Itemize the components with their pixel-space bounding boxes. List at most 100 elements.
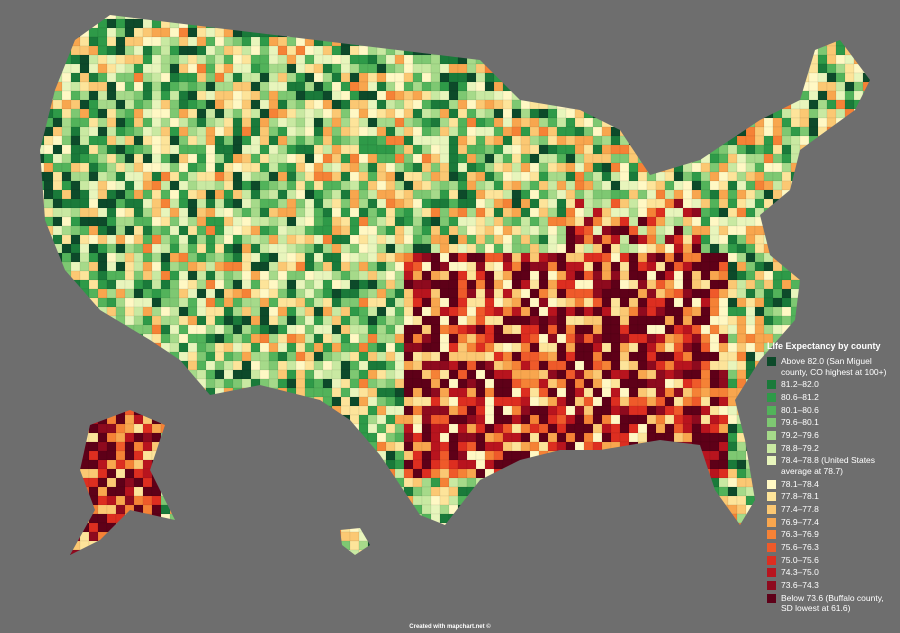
county [772,126,783,137]
county [574,234,585,245]
county [664,171,675,182]
county [574,270,585,281]
county [691,270,702,281]
county [565,414,576,425]
county [448,234,459,245]
county [304,396,315,407]
county [268,90,279,101]
county [40,144,45,155]
county [124,63,135,74]
county [556,234,567,245]
county [853,90,864,101]
county [61,144,72,155]
county [817,108,828,119]
county [358,270,369,281]
county [223,18,234,29]
county [664,333,675,344]
county [79,405,90,416]
county [484,297,495,308]
county [106,468,117,479]
county [61,450,72,461]
county [241,369,252,380]
county [475,72,486,83]
county [40,189,45,200]
county [268,441,279,452]
county [745,405,756,416]
county [538,117,549,128]
county [619,198,630,209]
county [745,54,756,65]
county [772,252,783,263]
county [169,18,180,29]
county [421,243,432,254]
county [340,90,351,101]
county [520,333,531,344]
county [196,63,207,74]
county [448,333,459,344]
county [88,171,99,182]
county [367,81,378,92]
county [475,468,486,479]
county [466,108,477,119]
county [619,252,630,263]
county [421,180,432,191]
county [520,90,531,101]
county [655,378,666,389]
county [250,117,261,128]
county [727,45,738,56]
county [52,54,63,65]
county [862,207,870,218]
county [493,270,504,281]
county [754,270,765,281]
county [385,36,396,47]
county [214,117,225,128]
county [619,306,630,317]
county [637,468,648,479]
county [331,189,342,200]
county [583,405,594,416]
county [583,270,594,281]
county [340,387,351,398]
county [664,180,675,191]
county [835,180,846,191]
county [583,378,594,389]
county [358,405,369,416]
county [493,45,504,56]
county [358,54,369,65]
county [520,432,531,443]
county [214,369,225,380]
county [340,252,351,263]
county [826,153,837,164]
county [367,72,378,83]
county [862,108,870,119]
county [313,54,324,65]
county [664,261,675,272]
county [646,153,657,164]
county [40,297,45,308]
county [187,234,198,245]
county [70,63,81,74]
county [502,90,513,101]
county [403,459,414,470]
county [277,414,288,425]
county [538,342,549,353]
county [484,279,495,290]
county [547,126,558,137]
county [313,396,324,407]
county [673,360,684,371]
county [727,189,738,200]
county [799,261,810,272]
county [772,288,783,299]
county [286,288,297,299]
county [106,81,117,92]
county [826,270,837,281]
county [673,108,684,119]
county [421,54,432,65]
county [115,315,126,326]
county [376,207,387,218]
county [241,126,252,137]
county [457,270,468,281]
county [529,18,540,29]
county [745,342,756,353]
county [745,270,756,281]
